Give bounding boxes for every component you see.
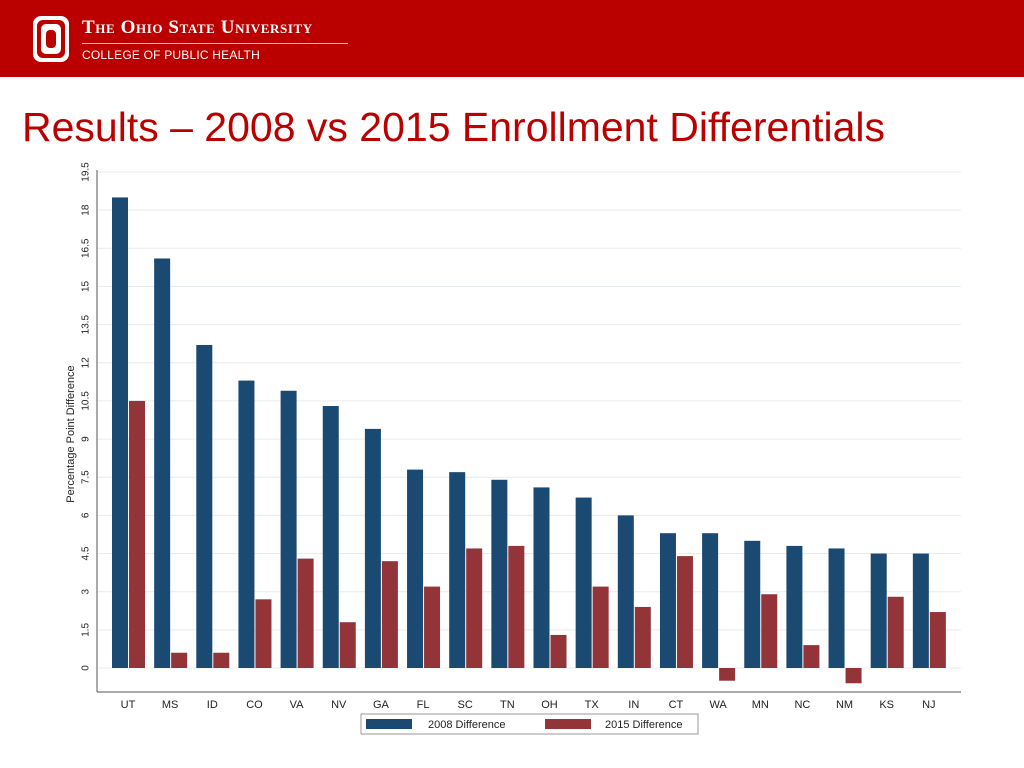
- slide-title: Results – 2008 vs 2015 Enrollment Differ…: [22, 104, 885, 150]
- bar-2015: [171, 652, 188, 668]
- bar-2008: [196, 344, 213, 668]
- bar-2008: [617, 515, 634, 668]
- legend-label: 2008 Difference: [428, 719, 505, 731]
- x-category-label: FL: [417, 699, 430, 711]
- bar-2008: [870, 553, 887, 668]
- x-category-label: NM: [836, 699, 853, 711]
- legend-swatch: [366, 719, 412, 729]
- bar-2015: [887, 596, 904, 668]
- university-name: The Ohio State University: [82, 17, 313, 38]
- y-tick-label: 12: [81, 357, 92, 369]
- bar-2008: [364, 428, 381, 668]
- bar-2008: [828, 548, 845, 668]
- bar-2015: [424, 586, 441, 668]
- bar-2008: [280, 390, 297, 668]
- block-o-logo-icon: [33, 16, 69, 62]
- bar-2015: [466, 548, 483, 668]
- bar-2008: [112, 197, 128, 668]
- bar-2015: [845, 668, 862, 684]
- bar-2008: [533, 487, 550, 668]
- bar-2008: [575, 497, 592, 668]
- bar-2015: [550, 634, 567, 668]
- bar-2015: [381, 561, 398, 668]
- legend-box: [360, 713, 699, 735]
- bar-2015: [803, 645, 820, 668]
- bar-2008: [786, 545, 803, 668]
- legend-label: 2015 Difference: [605, 719, 682, 731]
- x-category-label: TN: [500, 699, 515, 711]
- bar-2008: [659, 533, 676, 668]
- x-category-label: TX: [585, 699, 600, 711]
- y-tick-label: 6: [81, 512, 92, 518]
- bar-2015: [339, 622, 356, 668]
- x-category-label: MN: [752, 699, 769, 711]
- bar-2008: [702, 533, 719, 668]
- bar-2015: [676, 556, 693, 668]
- header-divider: [82, 43, 348, 44]
- bar-2015: [761, 594, 778, 668]
- bar-2015: [719, 668, 736, 681]
- bar-2015: [129, 400, 145, 668]
- x-category-label: MS: [162, 699, 179, 711]
- bar-2015: [255, 599, 272, 668]
- y-tick-label: 15: [81, 280, 92, 292]
- y-tick-label: 10.5: [81, 391, 92, 411]
- y-tick-label: 13.5: [81, 314, 92, 334]
- bar-2008: [238, 380, 255, 668]
- bar-2008: [491, 479, 508, 668]
- y-tick-label: 3: [81, 588, 92, 594]
- y-tick-label: 16.5: [81, 238, 92, 258]
- bar-2008: [744, 540, 761, 668]
- bar-2008: [407, 469, 424, 668]
- x-category-label: OH: [541, 699, 558, 711]
- x-category-label: GA: [373, 699, 390, 711]
- x-category-label: NJ: [922, 699, 935, 711]
- bar-2008: [322, 406, 339, 668]
- x-category-label: CO: [246, 699, 263, 711]
- y-tick-label: 18: [81, 204, 92, 216]
- bar-2008: [912, 553, 929, 668]
- x-category-label: VA: [290, 699, 305, 711]
- legend-swatch: [545, 719, 591, 729]
- header-banner: The Ohio State University COLLEGE OF PUB…: [0, 0, 1024, 77]
- y-tick-label: 1.5: [81, 622, 92, 636]
- y-tick-label: 0: [81, 665, 92, 671]
- y-axis-title: Percentage Point Difference: [65, 365, 77, 502]
- x-category-label: ID: [207, 699, 218, 711]
- bar-2008: [154, 258, 171, 668]
- bar-2015: [508, 545, 525, 668]
- x-category-label: NV: [331, 699, 347, 711]
- bar-2015: [592, 586, 609, 668]
- bar-2015: [929, 612, 946, 668]
- college-name: COLLEGE OF PUBLIC HEALTH: [82, 48, 260, 62]
- x-category-label: WA: [709, 699, 727, 711]
- x-category-label: IN: [628, 699, 639, 711]
- x-category-label: CT: [669, 699, 684, 711]
- y-tick-label: 7.5: [81, 470, 92, 484]
- y-tick-label: 19.5: [81, 162, 92, 182]
- y-tick-label: 9: [81, 436, 92, 442]
- bar-2015: [297, 558, 314, 668]
- bar-2008: [449, 472, 466, 668]
- bar-2015: [213, 652, 230, 668]
- x-category-label: NC: [794, 699, 810, 711]
- x-category-label: KS: [879, 699, 894, 711]
- y-tick-label: 4.5: [81, 546, 92, 560]
- x-category-label: SC: [458, 699, 473, 711]
- bar-2015: [634, 606, 651, 668]
- x-category-label: UT: [121, 699, 136, 711]
